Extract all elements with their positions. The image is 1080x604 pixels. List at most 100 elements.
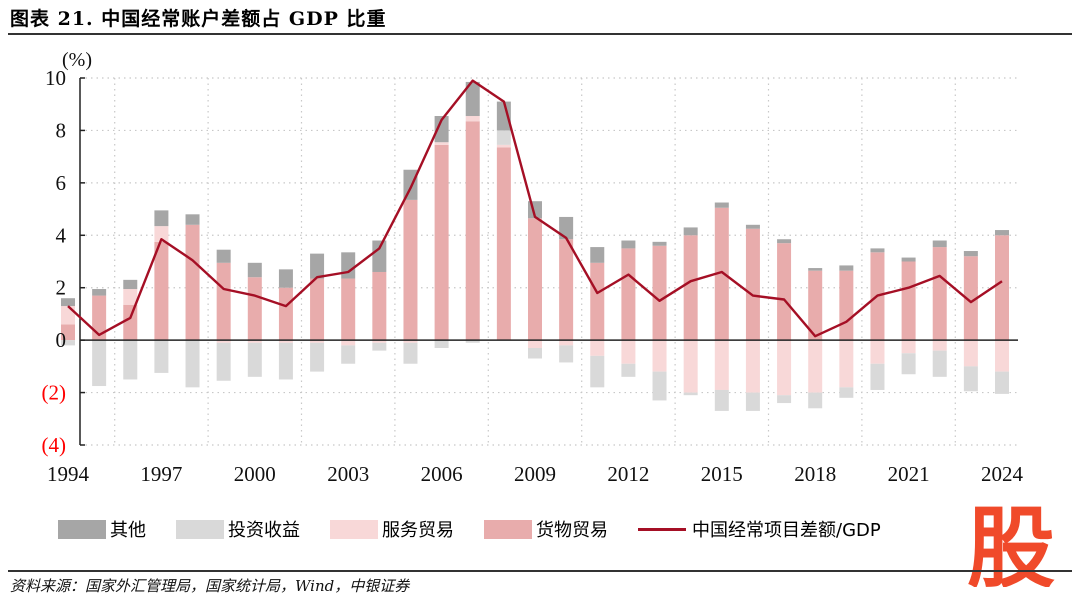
bar-services bbox=[403, 340, 418, 343]
bar-other bbox=[839, 265, 854, 271]
legend-label-other: 其他 bbox=[110, 520, 146, 541]
bar-services bbox=[528, 340, 542, 349]
bar-investment-income bbox=[341, 345, 356, 364]
y-tick-label: (4) bbox=[42, 433, 67, 457]
bars bbox=[61, 81, 1009, 411]
bar-goods bbox=[714, 207, 729, 341]
bar-services bbox=[559, 340, 574, 346]
current-account-line bbox=[67, 79, 1003, 338]
legend-item-goods: 货物贸易 bbox=[484, 516, 608, 542]
bar-investment-income bbox=[216, 342, 231, 381]
bar-services bbox=[901, 340, 916, 354]
bar-other bbox=[310, 253, 325, 279]
bar-investment-income bbox=[372, 342, 387, 351]
bar-other bbox=[808, 268, 823, 271]
bar-services bbox=[154, 226, 169, 242]
bar-investment-income bbox=[652, 371, 667, 401]
bar-goods bbox=[434, 144, 449, 341]
bar-investment-income bbox=[870, 363, 885, 390]
bar-services bbox=[995, 340, 1009, 372]
bar-investment-income bbox=[995, 371, 1009, 394]
bar-goods bbox=[310, 278, 325, 341]
bar-other bbox=[185, 214, 200, 225]
x-tick-label: 1997 bbox=[140, 462, 182, 486]
bar-services bbox=[434, 142, 449, 145]
bar-investment-income bbox=[528, 348, 542, 359]
bar-other bbox=[559, 216, 574, 240]
bar-other bbox=[777, 239, 792, 244]
bar-services bbox=[590, 340, 605, 356]
bar-investment-income bbox=[403, 342, 418, 364]
y-tick-label: (2) bbox=[42, 381, 67, 405]
bar-goods bbox=[839, 270, 854, 341]
x-tick-labels: 1994 1997 2000 2003 2006 2009 2012 2015 2018 2021… bbox=[47, 462, 1024, 486]
legend-label-services: 服务贸易 bbox=[382, 520, 454, 541]
bar-other bbox=[216, 249, 231, 263]
bar-other bbox=[278, 269, 293, 288]
bar-services bbox=[310, 340, 325, 343]
y-tick-label: 0 bbox=[56, 328, 67, 352]
x-tick-label: 2003 bbox=[327, 462, 369, 486]
bar-goods bbox=[185, 224, 200, 341]
legend-swatch-goods bbox=[484, 519, 532, 539]
legend-label-line: 中国经常项目差额/GDP bbox=[692, 520, 881, 541]
bar-other bbox=[61, 298, 75, 307]
bar-other bbox=[590, 247, 605, 263]
bar-services bbox=[247, 340, 262, 343]
bar-other bbox=[963, 251, 978, 257]
x-tick-label: 2006 bbox=[421, 462, 463, 486]
bar-investment-income bbox=[745, 392, 760, 411]
bar-goods bbox=[247, 277, 262, 341]
chart-canvas: 10 8 6 4 2 0 (2) (4) 1994 1997 2000 2003 2006 2009 20… bbox=[42, 49, 1024, 486]
bar-goods bbox=[808, 270, 823, 341]
y-tick-label: 4 bbox=[56, 223, 67, 247]
source-divider bbox=[8, 570, 1072, 572]
bar-investment-income bbox=[714, 389, 729, 411]
watermark-glyph: 股 bbox=[967, 503, 1055, 587]
bar-services bbox=[870, 340, 885, 364]
bar-services bbox=[61, 306, 75, 325]
bar-investment-income bbox=[123, 340, 138, 380]
bar-investment-income bbox=[683, 392, 698, 396]
bar-investment-income bbox=[465, 340, 480, 343]
chart-title: 图表 21. 中国经常账户差额占 GDP 比重 bbox=[10, 8, 387, 30]
bar-services bbox=[123, 289, 138, 305]
bar-goods bbox=[652, 245, 667, 341]
bar-investment-income bbox=[963, 366, 978, 392]
legend: 其他 投资收益 服务贸易 货物贸易 中国经常项目差额/GDP bbox=[58, 516, 911, 542]
bar-goods bbox=[777, 243, 792, 341]
bar-services bbox=[963, 340, 978, 367]
bar-other bbox=[995, 230, 1009, 236]
x-tick-label: 2021 bbox=[888, 462, 930, 486]
bar-goods bbox=[745, 228, 760, 341]
x-tick-label: 2024 bbox=[981, 462, 1024, 486]
bar-investment-income bbox=[839, 387, 854, 398]
bar-investment-income bbox=[932, 350, 947, 377]
bar-services bbox=[839, 340, 854, 388]
y-tick-label: 6 bbox=[56, 171, 67, 195]
bar-goods bbox=[932, 247, 947, 341]
legend-swatch-other bbox=[58, 519, 106, 539]
bar-investment-income bbox=[278, 342, 293, 380]
y-tick-label: 2 bbox=[56, 276, 67, 300]
bar-other bbox=[932, 240, 947, 248]
bar-other bbox=[683, 227, 698, 236]
bar-goods bbox=[465, 121, 480, 341]
bar-other bbox=[372, 240, 387, 272]
bar-other bbox=[714, 202, 729, 208]
bar-goods bbox=[123, 304, 138, 341]
bar-goods bbox=[559, 239, 574, 341]
bar-other bbox=[496, 101, 511, 131]
bar-services bbox=[216, 340, 231, 343]
legend-item-other: 其他 bbox=[58, 516, 146, 542]
x-tick-label: 1994 bbox=[47, 462, 90, 486]
y-tick-label: 10 bbox=[45, 66, 66, 90]
bar-goods bbox=[216, 262, 231, 341]
bar-goods bbox=[963, 256, 978, 341]
line-current-account bbox=[67, 79, 1003, 338]
bar-services bbox=[932, 340, 947, 351]
y-unit-label: (%) bbox=[62, 49, 92, 71]
y-tick-labels: 10 8 6 4 2 0 (2) (4) bbox=[42, 66, 67, 457]
bar-investment-income bbox=[808, 392, 823, 409]
bar-services bbox=[621, 340, 636, 364]
